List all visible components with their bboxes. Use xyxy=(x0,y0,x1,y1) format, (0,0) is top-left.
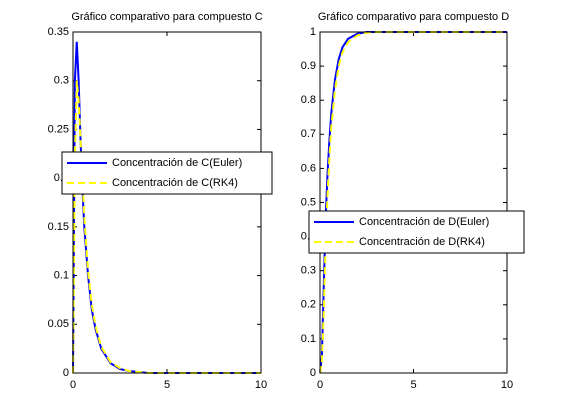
y-tick-label: 0 xyxy=(310,367,316,379)
x-tick-label: 5 xyxy=(410,379,416,391)
y-tick-label: 0.5 xyxy=(301,196,316,208)
y-tick-label: 0 xyxy=(63,367,69,379)
axes-frame xyxy=(72,31,262,374)
axes-frame xyxy=(319,31,508,374)
y-tick-label: 0.9 xyxy=(301,60,316,72)
axes-background xyxy=(73,32,261,373)
legend-box xyxy=(61,151,273,195)
y-tick-label: 0.25 xyxy=(48,123,69,135)
y-tick-label: 0.35 xyxy=(48,26,69,38)
y-tick-label: 0.3 xyxy=(301,265,316,277)
x-tick-label: 10 xyxy=(501,379,513,391)
y-tick-label: 0.2 xyxy=(301,299,316,311)
chart-title: Gráfico comparativo para compuesto D xyxy=(318,11,509,23)
y-tick-label: 0.15 xyxy=(48,221,69,233)
legend-label: Concentración de D(RK4) xyxy=(359,236,485,248)
legend-label: Concentración de C(Euler) xyxy=(112,157,242,169)
legend-box xyxy=(308,210,525,254)
y-tick-label: 1 xyxy=(310,26,316,38)
data-line xyxy=(72,80,261,374)
x-tick-label: 5 xyxy=(164,379,170,391)
y-tick-label: 0.8 xyxy=(301,94,316,106)
legend-label: Concentración de D(Euler) xyxy=(359,216,489,228)
y-tick-label: 0.3 xyxy=(54,75,69,87)
x-tick-label: 0 xyxy=(70,379,76,391)
y-tick-label: 0.6 xyxy=(301,162,316,174)
y-tick-label: 0.1 xyxy=(301,333,316,345)
x-tick-label: 10 xyxy=(255,379,267,391)
x-tick-label: 0 xyxy=(317,379,323,391)
y-tick-label: 0.05 xyxy=(48,318,69,330)
y-tick-label: 0.7 xyxy=(301,128,316,140)
legend-label: Concentración de C(RK4) xyxy=(112,177,238,189)
chart-title: Gráfico comparativo para compuesto C xyxy=(71,11,262,23)
axes-background xyxy=(320,32,507,373)
y-tick-label: 0.1 xyxy=(54,269,69,281)
